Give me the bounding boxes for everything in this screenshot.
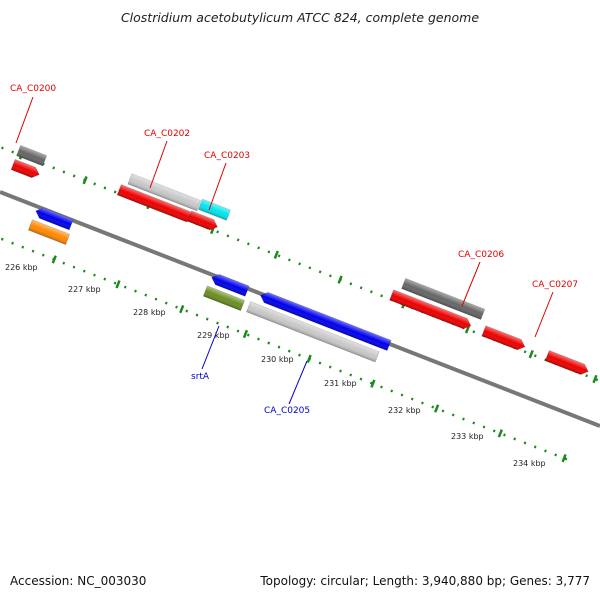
tick-label-230: 230 kbp xyxy=(261,355,294,364)
tick-label-234: 234 kbp xyxy=(513,459,546,468)
feature-ca-c0206-shading xyxy=(389,289,471,329)
feature-ca-c0200-gray-shading xyxy=(16,145,47,166)
accession-text: Accession: NC_003030 xyxy=(10,574,147,588)
outer-major-tick xyxy=(273,250,279,259)
inner-major-tick xyxy=(51,255,57,264)
gene-label-srta: srtA xyxy=(191,372,210,382)
gene-label-ca-c0200: CA_C0200 xyxy=(10,84,56,94)
gene-label-ca-c0203: CA_C0203 xyxy=(204,151,250,161)
gene-label-ca-c0207: CA_C0207 xyxy=(532,280,578,290)
tick-label-228: 228 kbp xyxy=(133,308,166,317)
map-title: Clostridium acetobutylicum ATCC 824, com… xyxy=(120,10,480,25)
gene-label-ca-c0202: CA_C0202 xyxy=(144,129,190,139)
pointer-ca-c0207 xyxy=(534,291,554,338)
feature-blue-226-shading xyxy=(35,207,74,230)
inner-major-tick xyxy=(497,429,503,438)
inner-major-tick xyxy=(370,379,376,388)
pointer-ca-c0203 xyxy=(208,162,227,211)
outer-major-tick xyxy=(528,349,534,359)
gene-label-ca-c0205: CA_C0205 xyxy=(264,406,310,416)
tick-label-226: 226 kbp xyxy=(5,263,38,272)
inner-major-tick xyxy=(115,280,121,289)
feature-ca-c0205-gray-shading xyxy=(246,301,380,362)
feature-orange-226-shading xyxy=(28,219,70,245)
tick-label-231: 231 kbp xyxy=(324,379,357,388)
feature-ca-c0207b-shading xyxy=(545,350,589,375)
feature-ca-c0206-gray-shading xyxy=(401,278,485,320)
gene-label-ca-c0206: CA_C0206 xyxy=(458,250,504,260)
feature-ca-c0202-gray-shading xyxy=(127,173,201,211)
feature-ca-c0203-gray-shading xyxy=(198,199,231,221)
genome-stats-text: Topology: circular; Length: 3,940,880 bp… xyxy=(260,574,590,588)
pointer-ca-c0202 xyxy=(149,140,168,189)
inner-major-tick xyxy=(434,404,440,413)
inner-major-tick xyxy=(179,304,185,314)
inner-major-tick xyxy=(306,354,312,364)
outer-major-tick xyxy=(592,374,598,384)
tick-label-227: 227 kbp xyxy=(68,285,101,294)
pointer-ca-c0200 xyxy=(15,96,34,144)
outer-major-tick xyxy=(464,325,471,334)
feature-ca-c0203-shading xyxy=(187,210,218,230)
pointer-ca-c0206 xyxy=(461,261,481,307)
outer-major-tick xyxy=(82,176,88,185)
feature-ca-c0200-shading xyxy=(11,159,40,178)
feature-ca-c0205-shading xyxy=(260,292,392,351)
outer-major-tick xyxy=(337,275,343,284)
feature-blue-srta-shading xyxy=(211,274,250,297)
pointer-ca-c0205 xyxy=(288,360,308,405)
tick-label-232: 232 kbp xyxy=(388,406,421,415)
feature-ca-c0202-shading xyxy=(117,184,194,222)
feature-srta-shading xyxy=(203,285,245,311)
tick-label-233: 233 kbp xyxy=(451,432,484,441)
pointer-srta xyxy=(201,325,220,370)
inner-major-tick xyxy=(561,454,567,463)
tick-label-229: 229 kbp xyxy=(197,331,230,340)
inner-tick-ring xyxy=(0,205,572,463)
inner-major-tick xyxy=(242,329,249,339)
feature-ca-c0207-shading xyxy=(481,325,525,350)
